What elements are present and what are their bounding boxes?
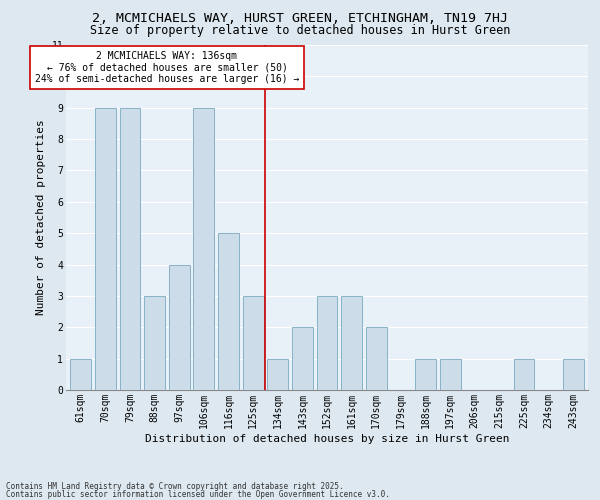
Bar [415,358,436,390]
Text: Contains public sector information licensed under the Open Government Licence v3: Contains public sector information licen… [6,490,390,499]
Bar [366,328,387,390]
Text: Size of property relative to detached houses in Hurst Green: Size of property relative to detached ho… [90,24,510,37]
Bar [514,358,535,390]
Bar [242,296,263,390]
Bar [563,358,584,390]
Bar [193,108,214,390]
Text: 2, MCMICHAELS WAY, HURST GREEN, ETCHINGHAM, TN19 7HJ: 2, MCMICHAELS WAY, HURST GREEN, ETCHINGH… [92,12,508,26]
Text: 2 MCMICHAELS WAY: 136sqm
← 76% of detached houses are smaller (50)
24% of semi-d: 2 MCMICHAELS WAY: 136sqm ← 76% of detach… [35,52,299,84]
Y-axis label: Number of detached properties: Number of detached properties [36,120,46,316]
Bar [317,296,337,390]
Bar [119,108,140,390]
Bar [169,264,190,390]
Bar [341,296,362,390]
Bar [218,233,239,390]
Text: Contains HM Land Registry data © Crown copyright and database right 2025.: Contains HM Land Registry data © Crown c… [6,482,344,491]
X-axis label: Distribution of detached houses by size in Hurst Green: Distribution of detached houses by size … [145,434,509,444]
Bar [95,108,116,390]
Bar [267,358,288,390]
Bar [70,358,91,390]
Bar [144,296,165,390]
Bar [292,328,313,390]
Bar [440,358,461,390]
